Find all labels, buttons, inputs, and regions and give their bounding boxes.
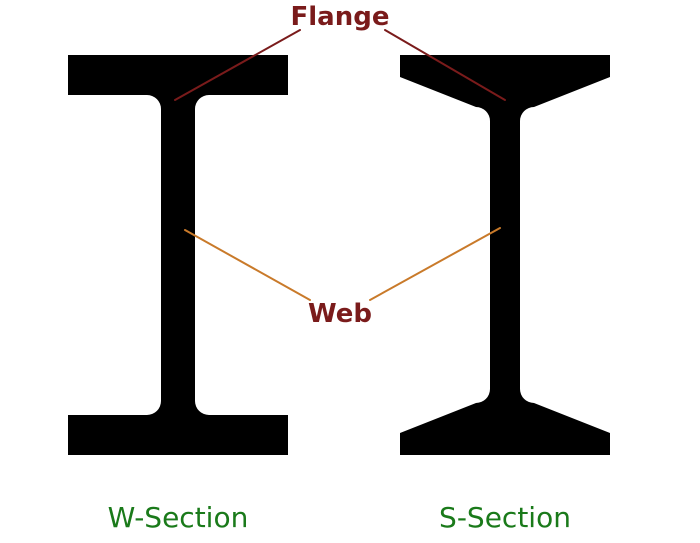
beam-diagram: Flange Web W-Section S-Section bbox=[0, 0, 700, 543]
label-w-section: W-Section bbox=[108, 501, 249, 534]
leader-web-right bbox=[370, 228, 500, 300]
label-web: Web bbox=[308, 299, 372, 329]
s-section-beam bbox=[400, 55, 610, 455]
label-s-section: S-Section bbox=[439, 501, 571, 534]
w-section-beam bbox=[68, 55, 288, 455]
label-flange: Flange bbox=[291, 2, 390, 32]
leader-web-left bbox=[185, 230, 310, 300]
